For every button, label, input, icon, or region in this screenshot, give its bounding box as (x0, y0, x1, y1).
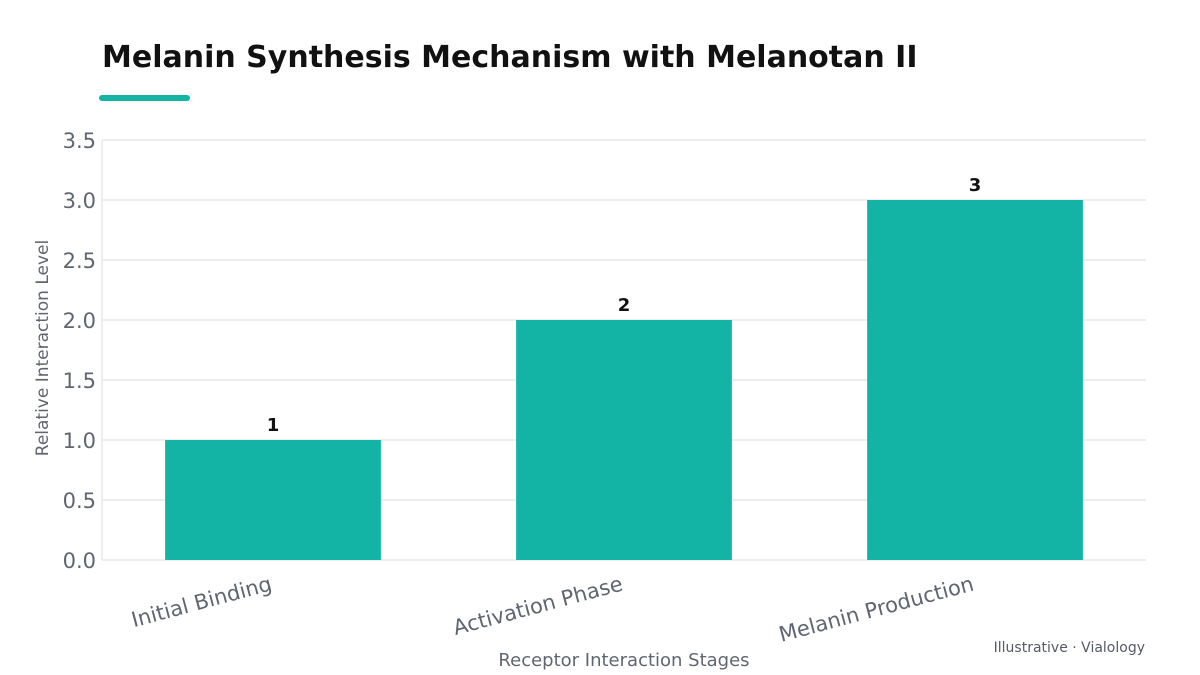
source-note: Illustrative · Vialology (993, 640, 1145, 656)
y-tick-label: 0.0 (63, 549, 96, 573)
data-label: 3 (969, 175, 982, 196)
x-axis-title: Receptor Interaction Stages (498, 650, 749, 671)
y-axis-ticks: 0.0 0.5 1.0 1.5 2.0 2.5 3.0 3.5 (63, 129, 96, 573)
data-labels: 1 2 3 (267, 175, 982, 436)
y-tick-label: 2.0 (63, 309, 96, 333)
chart-title: Melanin Synthesis Mechanism with Melanot… (102, 40, 918, 75)
y-tick-label: 3.0 (63, 189, 96, 213)
x-tick-label: Initial Binding (129, 572, 274, 632)
bar (165, 440, 381, 560)
y-tick-label: 3.5 (63, 129, 96, 153)
bar (867, 200, 1083, 560)
x-axis-ticks: Initial Binding Activation Phase Melanin P… (129, 572, 976, 647)
y-tick-label: 2.5 (63, 249, 96, 273)
x-tick-label: Activation Phase (451, 572, 626, 640)
data-label: 1 (267, 415, 280, 436)
data-label: 2 (618, 295, 631, 316)
y-tick-label: 0.5 (63, 489, 96, 513)
y-axis-title: Relative Interaction Level (33, 240, 53, 456)
bars (165, 200, 1083, 560)
x-tick-label: Melanin Production (776, 572, 976, 647)
title-accent-bar (99, 95, 190, 101)
y-tick-label: 1.5 (63, 369, 96, 393)
bar (516, 320, 732, 560)
y-tick-label: 1.0 (63, 429, 96, 453)
